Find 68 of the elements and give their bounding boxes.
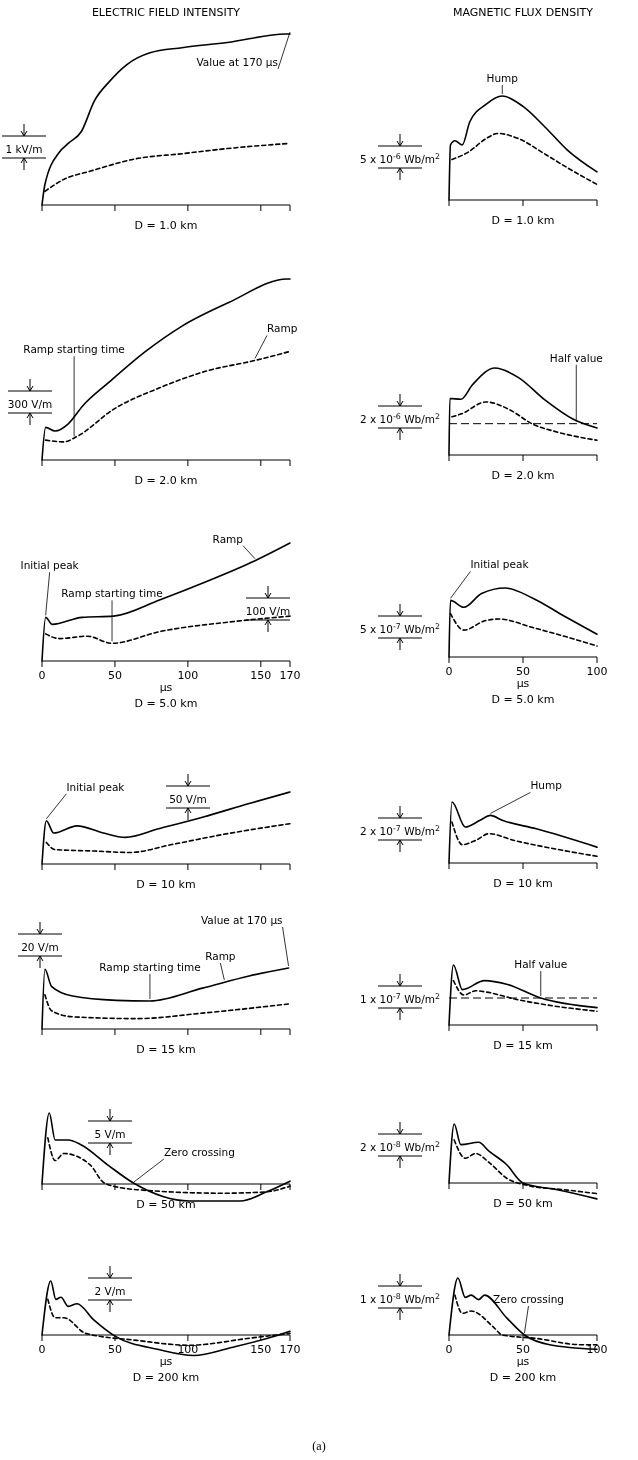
x-tick-label: 0 [445,1343,453,1356]
text: (a) [312,1439,326,1453]
text: 5 x 10$^{-6}$ Wb/m$^{2}$ [360,151,440,165]
text: 2 x 10$^{-6}$ Wb/m$^{2}$ [360,411,440,425]
x-tick-label: 0 [38,1343,46,1356]
annotation: Ramp [205,950,236,963]
x-tick-label: 150 [250,669,272,682]
text: D = 5.0 km [134,697,198,710]
annotation: Value at 170 µs [196,56,278,68]
text: 2 x 10$^{-8}$ Wb/m$^{2}$ [360,1139,440,1153]
x-tick-label: 100 [586,665,608,678]
text: D = 15 km [493,1039,553,1052]
text: D = 2.0 km [491,469,555,482]
annotation: 300 V/m [7,398,53,410]
text: D = 1.0 km [134,219,198,232]
annotation: Initial peak [470,558,530,571]
x-tick-label: 100 [177,1343,199,1356]
annotation: Hump [530,779,563,792]
text: D = 200 km [132,1371,200,1384]
annotation: Ramp [266,322,298,335]
x-axis-title: µs [159,681,173,694]
text: D = 200 km [489,1371,557,1384]
x-tick-label: 150 [250,1343,272,1356]
x-tick-label: 50 [516,665,530,678]
x-tick-label: 0 [38,669,46,682]
x-tick-label: 170 [279,669,301,682]
text: D = 2.0 km [134,474,198,487]
annotation: Half value [549,351,603,364]
x-axis-title: µs [516,1355,530,1368]
x-tick-label: 170 [279,1343,301,1356]
x-tick-label: 100 [177,669,199,682]
text: D = 50 km [136,1198,196,1211]
annotation: Initial peak [20,559,80,572]
x-axis-title: µs [159,1355,173,1368]
annotation: Ramp starting time [61,587,163,600]
x-tick-label: 50 [516,1343,530,1356]
text: D = 1.0 km [491,214,555,227]
x-axis-title: µs [516,677,530,690]
annotation: Ramp [212,532,244,545]
chart-subtitle: MAGNETIC FLUX DENSITY [453,6,594,19]
text: 20 V/m [21,941,59,953]
text: D = 10 km [493,877,553,890]
annotation: 50 V/m [169,793,207,805]
text: D = 5.0 km [491,693,555,706]
annotation: Ramp starting time [99,960,201,973]
annotation: Zero crossing [163,1146,235,1158]
text: D = 10 km [136,878,196,891]
annotation: Ramp starting time [23,343,125,356]
text: 5 x 10$^{-7}$ Wb/m$^{2}$ [360,621,440,635]
annotation: Value at 170 µs [200,914,283,926]
annotation: Hump [486,72,519,84]
x-tick-label: 100 [586,1343,608,1356]
x-tick-label: 50 [107,1343,122,1356]
text: 1 x 10$^{-8}$ Wb/m$^{2}$ [360,1291,440,1305]
annotation: 5 V/m [94,1128,126,1140]
text: D = 50 km [493,1197,553,1210]
annotation: 2 V/m [94,1285,126,1297]
text: D = 15 km [136,1043,196,1056]
annotation: Initial peak [66,780,126,793]
text: 2 x 10$^{-7}$ Wb/m$^{2}$ [360,823,440,837]
text: 1 x 10$^{-7}$ Wb/m$^{2}$ [360,991,440,1005]
chart-subtitle: ELECTRIC FIELD INTENSITY [91,6,241,19]
annotation: 100 V/m [245,605,291,617]
x-tick-label: 0 [445,665,453,678]
annotation: Zero crossing [493,1293,564,1305]
x-tick-label: 50 [107,669,122,682]
annotation: 1 kV/m [5,143,43,155]
annotation: Half value [514,958,568,970]
